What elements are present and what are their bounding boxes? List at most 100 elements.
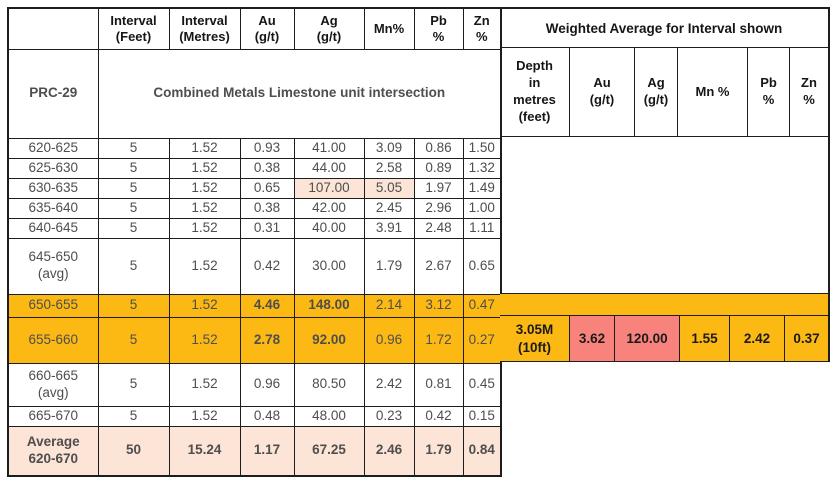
cell-zn: 0.27	[462, 316, 502, 364]
cell-ag: 80.50	[293, 362, 365, 407]
col-header-pb: Pb %	[413, 7, 464, 50]
cell-ag: 48.00	[293, 405, 365, 427]
cell-ag-highlight: 67.25	[293, 425, 365, 477]
cell-zn: 0.65	[462, 237, 502, 295]
col-header-ag: Ag (g/t)	[635, 48, 678, 137]
table-row: 645-650 (avg) 5 1.52 0.42 30.00 1.79 2.6…	[7, 237, 502, 295]
cell-zn: 1.49	[462, 177, 502, 199]
cell-pb: 2.48	[413, 217, 464, 239]
hole-id: PRC-29	[7, 48, 99, 139]
cell-interval: 625-630	[7, 157, 99, 179]
cell-ag-highlight: 92.00	[293, 316, 365, 364]
cell-ag: 41.00	[293, 137, 365, 159]
cell-zn: 1.32	[462, 157, 502, 179]
col-header-ag: Ag (g/t)	[293, 7, 365, 50]
table-row: 665-670 5 1.52 0.48 48.00 0.23 0.42 0.15	[7, 405, 502, 427]
cell-feet: 5	[97, 137, 170, 159]
cell-au: 0.96	[239, 362, 295, 407]
cell-interval: 660-665 (avg)	[7, 362, 99, 407]
col-header-zn: Zn %	[790, 48, 830, 137]
cell-mn: 0.23	[363, 405, 415, 427]
cell-mn: 0.96	[363, 316, 415, 364]
cell-mn: 2.46	[363, 425, 415, 477]
col-header-pb: Pb %	[748, 48, 790, 137]
highlight-band	[500, 293, 830, 316]
col-header-au: Au (g/t)	[570, 48, 635, 137]
cell-feet: 5	[97, 405, 170, 427]
col-header-mn: Mn%	[363, 7, 415, 50]
cell-zn: 0.47	[462, 293, 502, 318]
cell-ag: 40.00	[293, 217, 365, 239]
unit-intersection-label: Combined Metals Limestone unit intersect…	[97, 48, 502, 139]
cell-au: 0.48	[239, 405, 295, 427]
cell-metres: 1.52	[168, 217, 241, 239]
cell-depth: 3.05M (10ft)	[500, 316, 570, 362]
col-header-interval-metres: Interval (Metres)	[168, 7, 241, 50]
cell-pb: 0.86	[413, 137, 464, 159]
cell-au-highlight: 3.62	[570, 316, 615, 362]
cell-mn: 1.79	[363, 237, 415, 295]
cell-metres: 1.52	[168, 197, 241, 219]
cell-ag: 42.00	[293, 197, 365, 219]
cell-pb: 3.12	[413, 293, 464, 318]
cell-au: 0.42	[239, 237, 295, 295]
cell-pb: 0.89	[413, 157, 464, 179]
col-header-depth: Depth in metres (feet)	[500, 48, 570, 137]
weighted-average-title: Weighted Average for Interval shown	[500, 7, 830, 48]
cell-interval: 645-650 (avg)	[7, 237, 99, 295]
cell-interval: 655-660	[7, 316, 99, 364]
cell-feet: 5	[97, 316, 170, 364]
cell-metres: 1.52	[168, 362, 241, 407]
cell-interval: 635-640	[7, 197, 99, 219]
cell-mn: 2.14	[363, 293, 415, 318]
cell-au: 0.38	[239, 197, 295, 219]
cell-interval-average: Average 620-670	[7, 425, 99, 477]
cell-feet: 5	[97, 293, 170, 318]
blank-region	[500, 137, 830, 293]
cell-pb: 0.81	[413, 362, 464, 407]
cell-au-highlight: 2.78	[239, 316, 295, 364]
cell-ag-highlight: 107.00	[293, 177, 365, 199]
cell-metres: 1.52	[168, 293, 241, 318]
corner-cell	[7, 7, 99, 50]
cell-feet: 5	[97, 177, 170, 199]
cell-metres: 1.52	[168, 177, 241, 199]
cell-pb: 2.67	[413, 237, 464, 295]
cell-feet: 5	[97, 362, 170, 407]
cell-mn: 2.42	[363, 362, 415, 407]
cell-zn: 0.84	[462, 425, 502, 477]
weighted-average-header-row: Depth in metres (feet) Au (g/t) Ag (g/t)…	[500, 48, 830, 137]
cell-feet: 50	[97, 425, 170, 477]
highlighted-interval-row: 655-660 5 1.52 2.78 92.00 0.96 1.72 0.27	[7, 316, 502, 364]
cell-feet: 5	[97, 197, 170, 219]
table-row: 630-635 5 1.52 0.65 107.00 5.05 1.97 1.4…	[7, 177, 502, 199]
cell-feet: 5	[97, 237, 170, 295]
col-header-au: Au (g/t)	[239, 7, 295, 50]
cell-zn: 0.37	[785, 316, 830, 362]
cell-au-highlight: 4.46	[239, 293, 295, 318]
cell-pb: 2.42	[730, 316, 785, 362]
cell-au-highlight: 1.17	[239, 425, 295, 477]
cell-pb: 0.42	[413, 405, 464, 427]
cell-pb: 1.72	[413, 316, 464, 364]
cell-pb: 2.96	[413, 197, 464, 219]
cell-metres: 1.52	[168, 405, 241, 427]
cell-pb: 1.97	[413, 177, 464, 199]
cell-au: 0.31	[239, 217, 295, 239]
cell-ag-highlight: 120.00	[615, 316, 680, 362]
cell-metres: 1.52	[168, 157, 241, 179]
cell-ag-highlight: 148.00	[293, 293, 365, 318]
cell-metres: 1.52	[168, 237, 241, 295]
cell-feet: 5	[97, 217, 170, 239]
cell-feet: 5	[97, 157, 170, 179]
cell-interval: 640-645	[7, 217, 99, 239]
cell-metres: 1.52	[168, 137, 241, 159]
cell-zn: 0.15	[462, 405, 502, 427]
cell-interval: 620-625	[7, 137, 99, 159]
cell-metres-highlight: 15.24	[168, 425, 241, 477]
cell-au: 0.65	[239, 177, 295, 199]
cell-ag: 30.00	[293, 237, 365, 295]
col-header-zn: Zn %	[462, 7, 502, 50]
average-row: Average 620-670 50 15.24 1.17 67.25 2.46…	[7, 425, 502, 477]
hole-id-row: PRC-29 Combined Metals Limestone unit in…	[7, 48, 502, 139]
